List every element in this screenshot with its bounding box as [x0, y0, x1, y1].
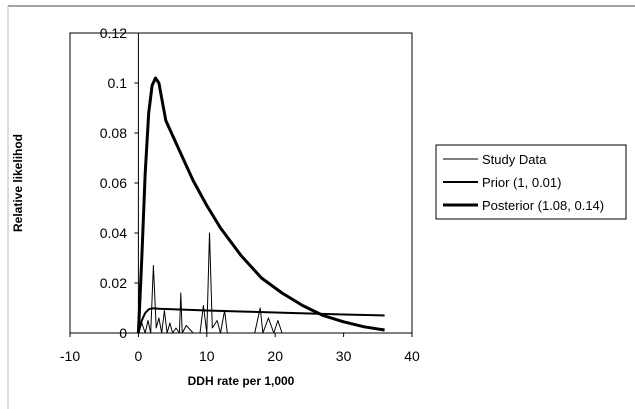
x-tick-label: 10: [199, 348, 215, 364]
y-axis-ticks: 0 0.02 0.04 0.06 0.08 0.1 0.12: [100, 25, 139, 341]
legend-label-posterior: Posterior (1.08, 0.14): [482, 198, 604, 213]
legend-label-prior: Prior (1, 0.01): [482, 175, 561, 190]
x-axis-ticks: -10 0 10 20 30 40: [60, 333, 420, 364]
y-tick-label: 0.04: [100, 225, 127, 241]
series-line-prior: [137, 307, 385, 334]
legend-label-study-data: Study Data: [482, 152, 547, 167]
y-tick-label: 0.06: [100, 175, 127, 191]
series-line-study-data: [137, 232, 283, 334]
x-tick-label: 20: [267, 348, 283, 364]
y-tick-label: 0.02: [100, 275, 127, 291]
y-axis-title: Relative likelihod: [11, 134, 25, 232]
series-line-posterior: [136, 76, 385, 334]
series-layer: [136, 76, 385, 334]
y-tick-label: 0.08: [100, 125, 127, 141]
x-tick-label: 0: [135, 348, 143, 364]
legend: Study Data Prior (1, 0.01) Posterior (1.…: [435, 144, 627, 220]
y-tick-label: 0: [119, 325, 127, 341]
y-tick-label: 0.1: [108, 75, 128, 91]
x-axis-title: DDH rate per 1,000: [188, 374, 295, 388]
y-tick-label: 0.12: [100, 25, 127, 41]
x-tick-label: 40: [404, 348, 420, 364]
x-tick-label: 30: [336, 348, 352, 364]
x-tick-label: -10: [60, 348, 80, 364]
